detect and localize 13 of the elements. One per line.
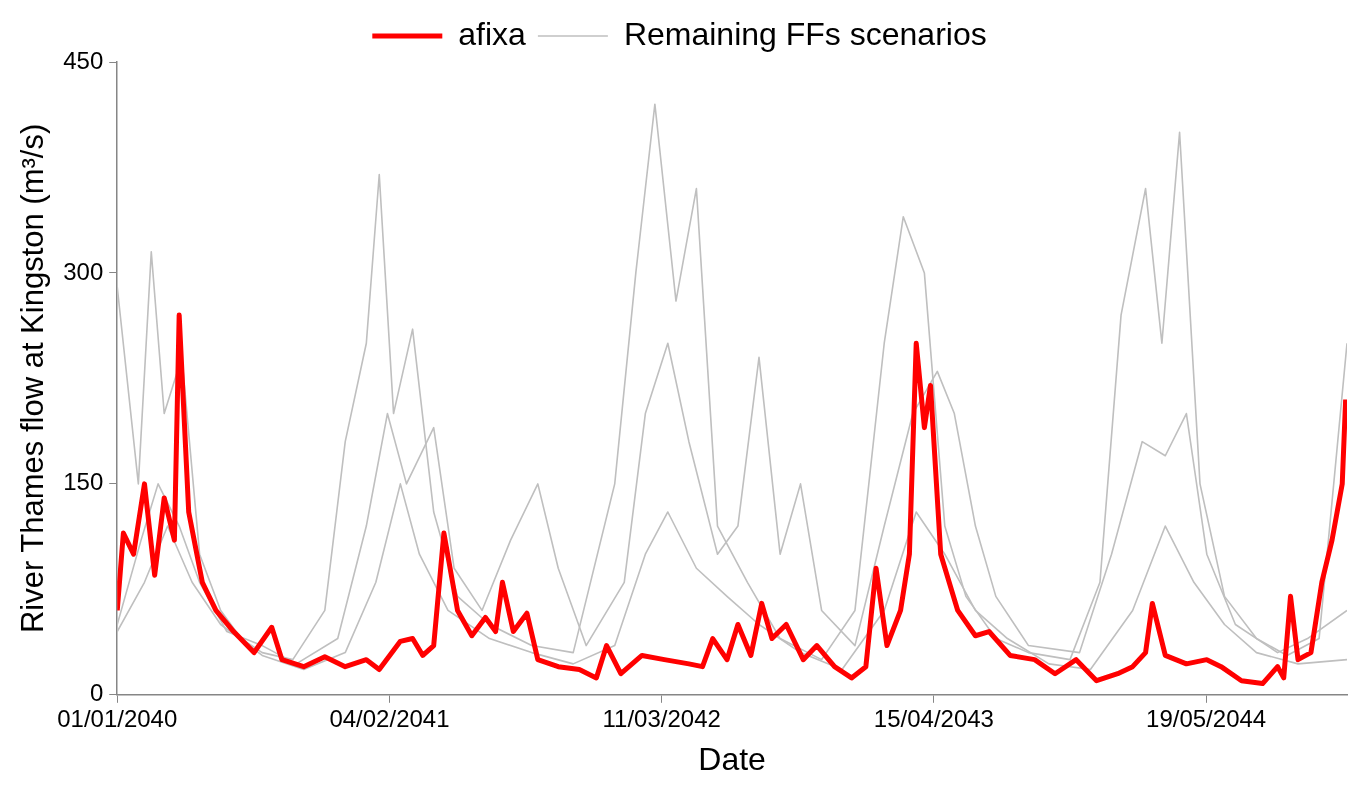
x-tick-label: 04/02/2041 bbox=[329, 704, 450, 732]
x-tick-label: 15/04/2043 bbox=[873, 704, 994, 732]
x-tick-label: 11/03/2042 bbox=[602, 704, 721, 732]
y-tick-label: 450 bbox=[63, 46, 104, 74]
y-axis-title: River Thames flow at Kingston (m³/s) bbox=[15, 123, 51, 634]
legend-label: afixa bbox=[458, 15, 527, 52]
x-tick-label: 19/05/2044 bbox=[1146, 704, 1267, 732]
y-tick-label: 0 bbox=[89, 679, 104, 707]
x-axis-title: Date bbox=[698, 740, 766, 777]
x-tick-label: 01/01/2040 bbox=[57, 704, 178, 732]
legend-label: Remaining FFs scenarios bbox=[623, 15, 987, 52]
y-tick-label: 300 bbox=[63, 257, 104, 285]
y-tick-label: 150 bbox=[63, 468, 104, 496]
